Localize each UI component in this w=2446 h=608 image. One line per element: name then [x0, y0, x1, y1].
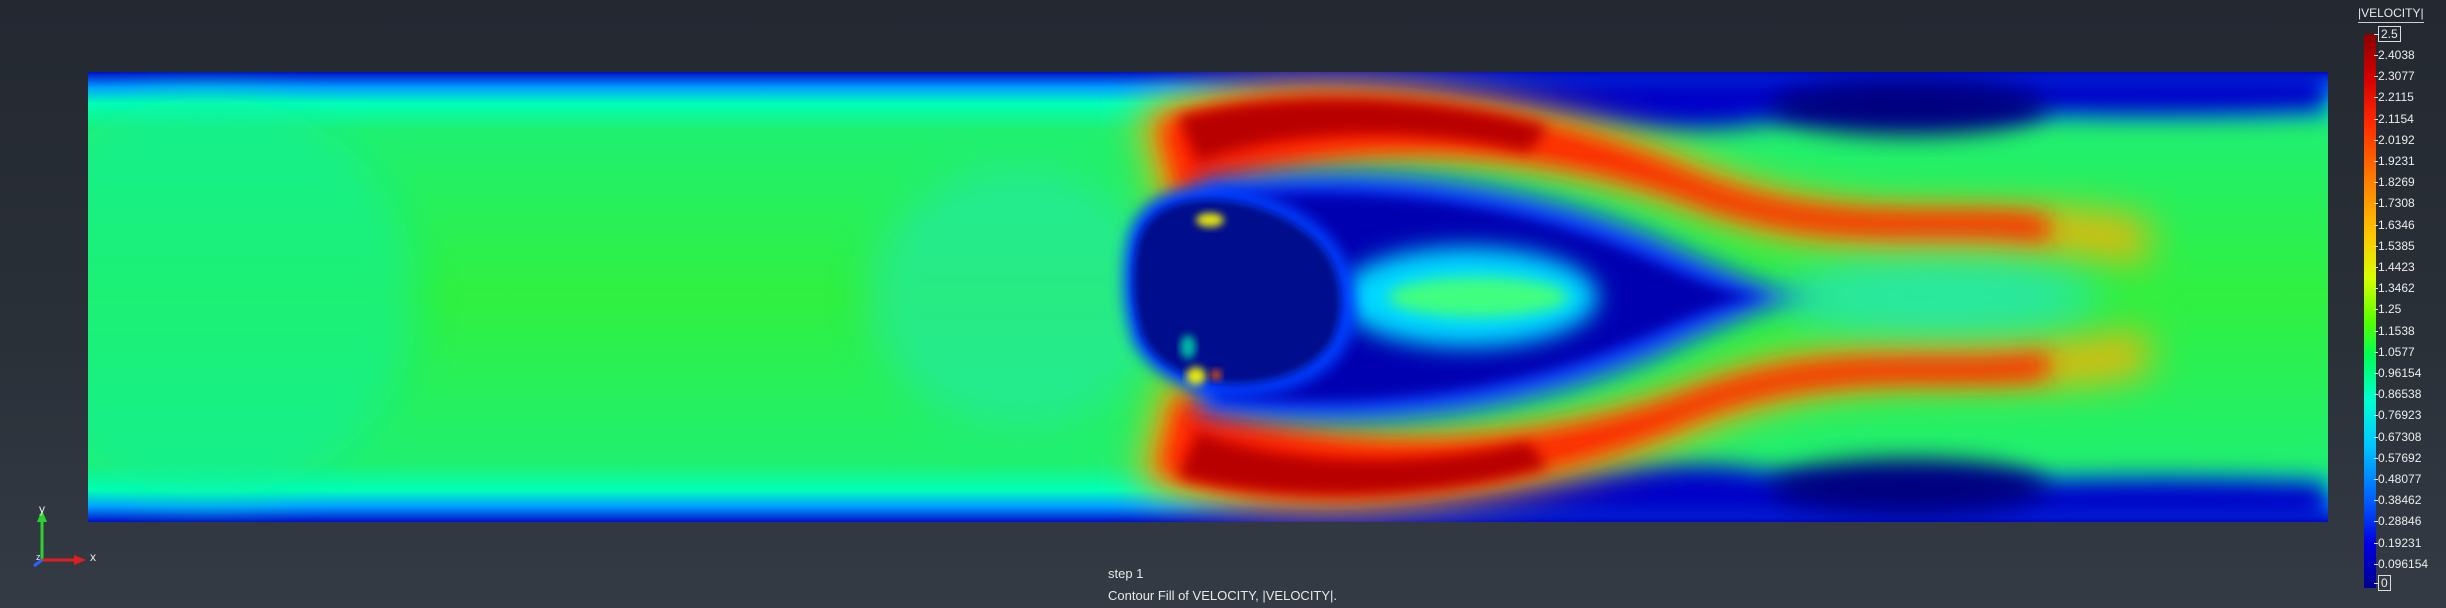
- legend-tick-label: 1.4423: [2374, 260, 2415, 274]
- legend-tick-label: 0.38462: [2373, 493, 2422, 508]
- legend-tick-label: 0.28846: [2373, 514, 2422, 529]
- legend-tick-label: 2.1154: [2374, 111, 2414, 126]
- legend-tick-label: 1.5385: [2374, 238, 2415, 253]
- legend-tick-label: 0.19231: [2373, 535, 2422, 550]
- contour-description: Contour Fill of VELOCITY, |VELOCITY|.: [1108, 588, 1338, 603]
- legend-max-label: 2.5: [2374, 26, 2401, 42]
- legend-tick-label: 1.7308: [2374, 196, 2415, 211]
- step-label: step 1: [1108, 566, 1144, 581]
- contour-field-svg: [88, 72, 2328, 522]
- axis-x-label: x: [90, 550, 96, 564]
- legend-tick-label: 2.4038: [2374, 48, 2415, 62]
- velocity-contour-plot[interactable]: [88, 72, 2328, 522]
- legend-tick-label: 0.48077: [2373, 472, 2422, 486]
- legend-min-label: 0: [2374, 575, 2391, 591]
- legend-tick-label: 2.2115: [2374, 90, 2414, 105]
- legend-tick-label: 1.6346: [2374, 217, 2415, 232]
- legend-tick-label: 2.0192: [2374, 132, 2415, 147]
- color-legend-bar: [2364, 34, 2376, 588]
- legend-tick-label: 0.67308: [2373, 429, 2422, 444]
- legend-tick-label: 1.25: [2373, 302, 2402, 317]
- legend-tick-label: 0.76923: [2373, 408, 2422, 423]
- legend-tick-label: 1.1538: [2374, 323, 2415, 338]
- legend-tick-label: 0.96154: [2373, 366, 2422, 380]
- coordinate-axes-icon: [33, 510, 86, 568]
- legend-tick-label: 1.9231: [2374, 154, 2415, 168]
- legend-tick-label: 0.096154: [2373, 556, 2429, 571]
- axis-y-label: y: [39, 502, 45, 516]
- legend-title: |VELOCITY|: [2358, 6, 2424, 23]
- legend-tick-label: 2.3077: [2374, 69, 2415, 84]
- legend-tick-label: 0.57692: [2373, 450, 2422, 465]
- legend-tick-label: 1.8269: [2374, 175, 2415, 190]
- axis-z-label: z: [36, 552, 41, 562]
- legend-tick-label: 0.86538: [2373, 387, 2422, 402]
- legend-tick-label: 1.0577: [2374, 344, 2415, 359]
- legend-tick-label: 1.3462: [2374, 281, 2415, 296]
